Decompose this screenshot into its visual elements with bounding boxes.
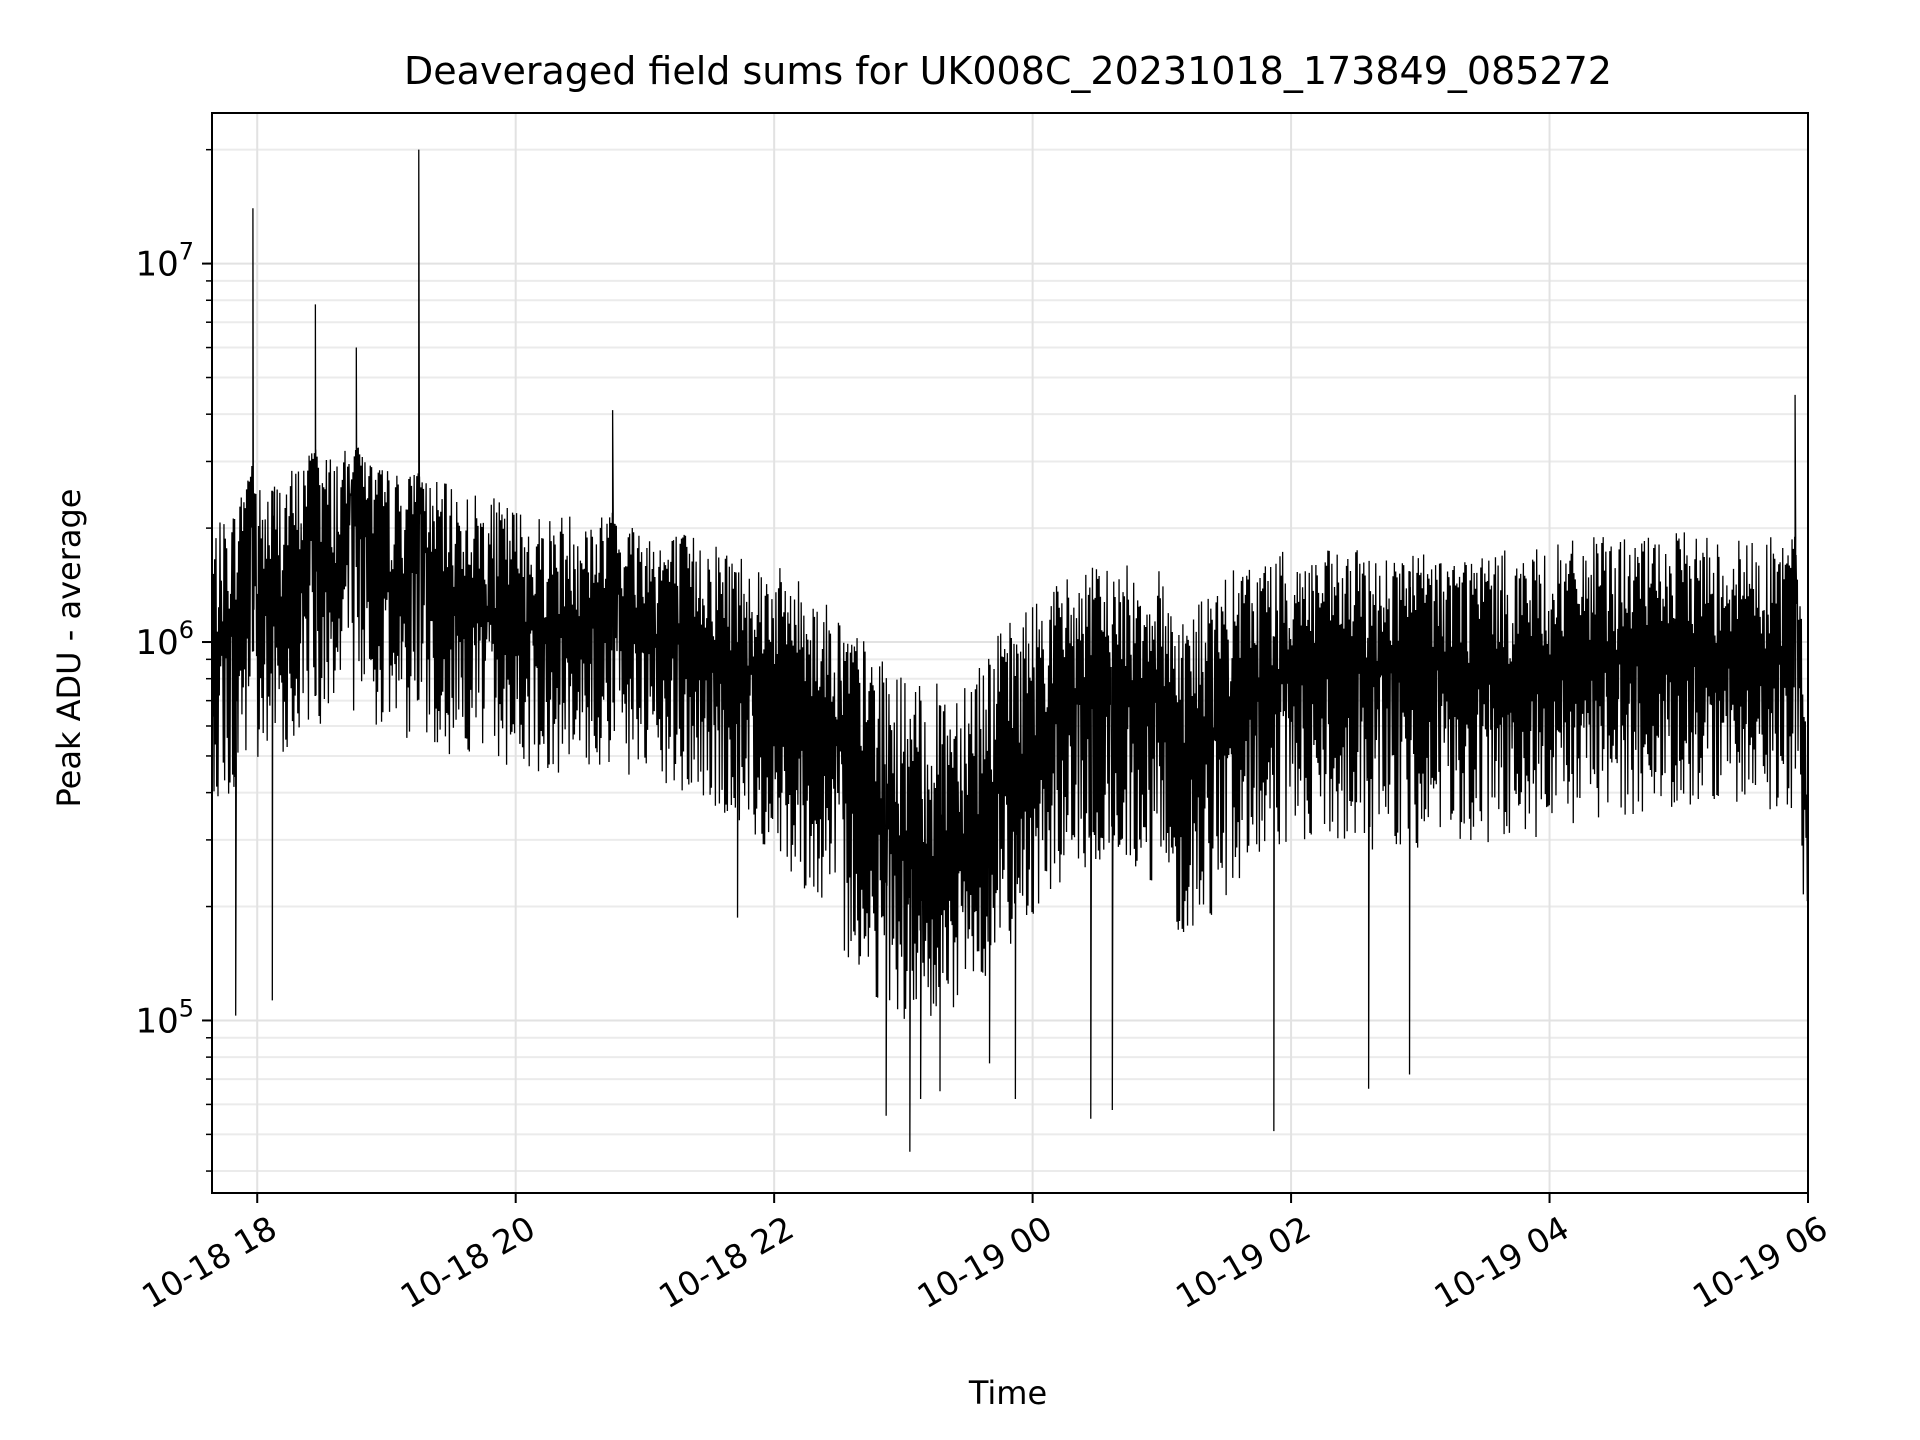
y-tick-label: 105: [135, 994, 194, 1041]
plot-frame: [211, 112, 1809, 1194]
chart-title: Deaveraged field sums for UK008C_2023101…: [404, 49, 1612, 93]
y-tick-label: 106: [135, 616, 194, 663]
series-line: [212, 149, 1808, 1152]
x-axis-label: Time: [968, 1374, 1047, 1412]
y-axis-label: Peak ADU - average: [50, 489, 88, 808]
y-tick-label: 107: [135, 238, 194, 285]
